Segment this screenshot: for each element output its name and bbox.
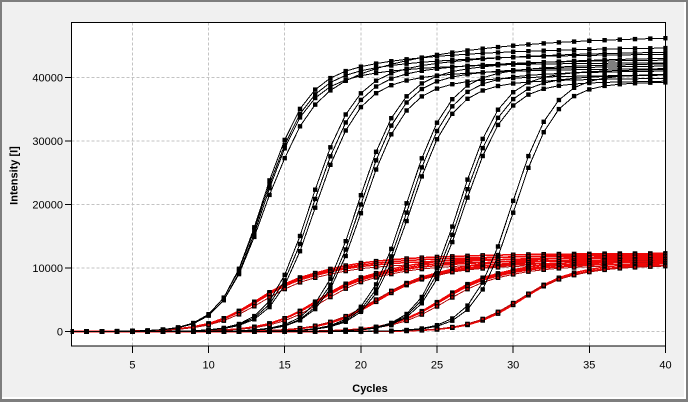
svg-text:35: 35 [583, 360, 595, 372]
svg-text:40000: 40000 [32, 73, 63, 85]
svg-text:20: 20 [355, 360, 367, 372]
svg-text:Intensity [I]: Intensity [I] [9, 146, 21, 205]
svg-text:10000: 10000 [32, 263, 63, 275]
svg-text:10: 10 [202, 360, 214, 372]
svg-text:30: 30 [507, 360, 519, 372]
svg-text:25: 25 [431, 360, 443, 372]
svg-text:0: 0 [57, 327, 63, 339]
svg-text:Cycles: Cycles [352, 383, 387, 395]
svg-text:15: 15 [279, 360, 291, 372]
svg-text:20000: 20000 [32, 200, 63, 212]
svg-text:30000: 30000 [32, 136, 63, 148]
svg-text:40: 40 [659, 360, 671, 372]
svg-text:5: 5 [129, 360, 135, 372]
